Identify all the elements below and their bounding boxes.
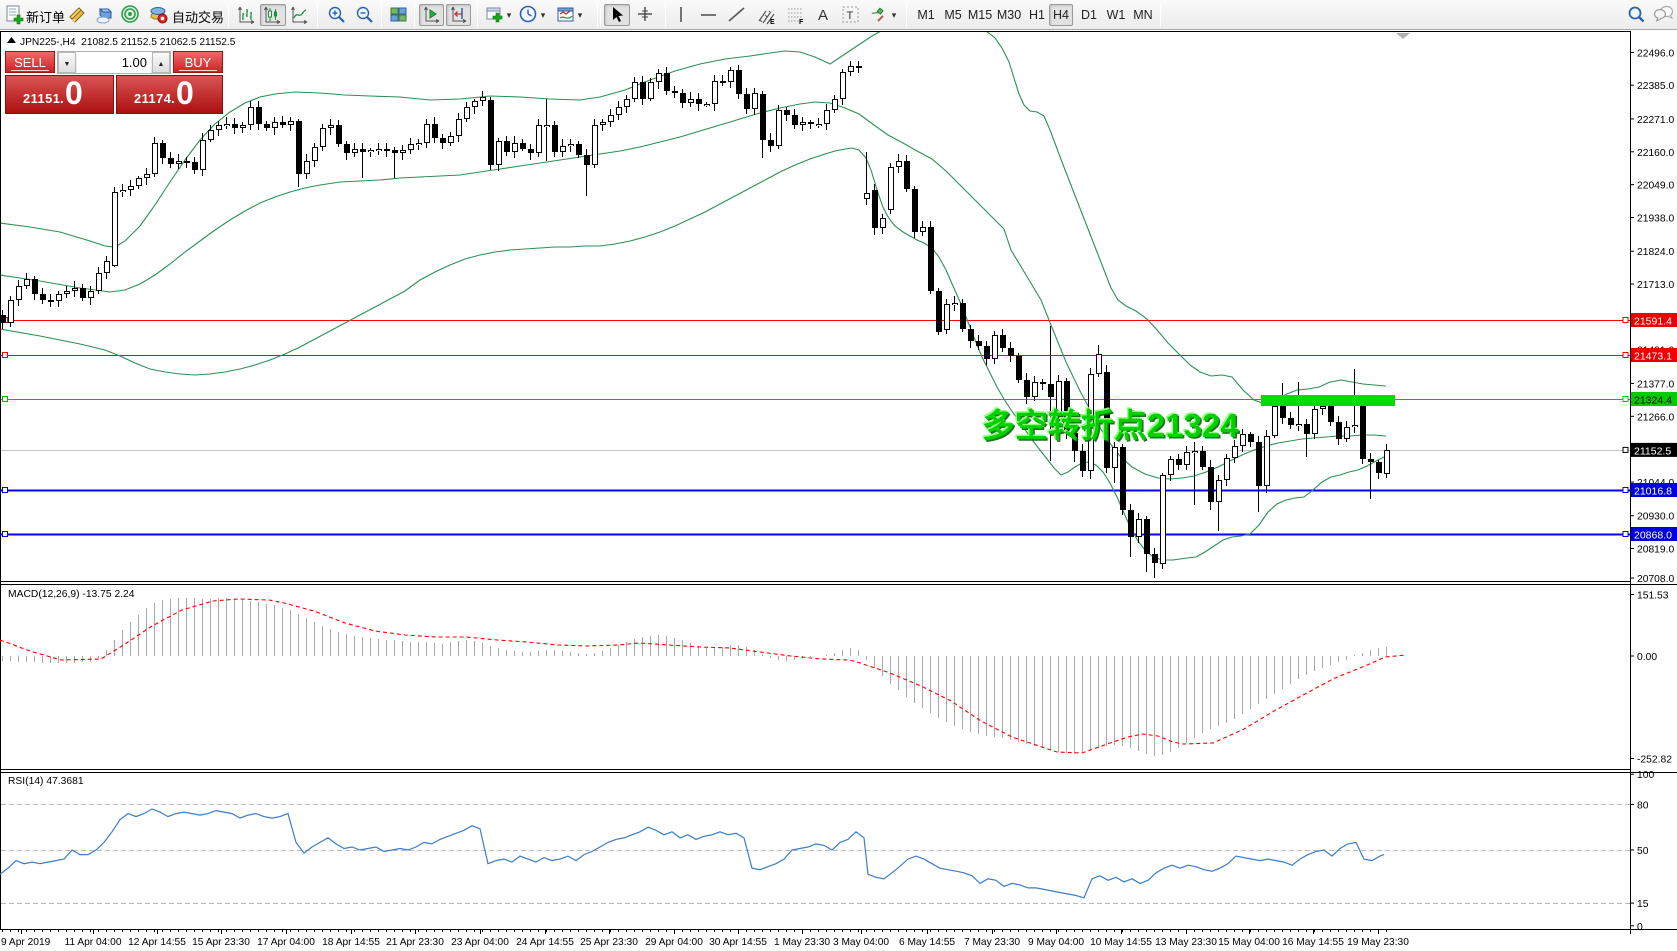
svg-text:-252.82: -252.82 xyxy=(1637,755,1672,766)
svg-text:22385.0: 22385.0 xyxy=(1637,81,1674,92)
svg-text:16 May 14:55: 16 May 14:55 xyxy=(1282,937,1344,948)
svg-text:21152.5: 21152.5 xyxy=(1634,445,1671,457)
svg-text:0.00: 0.00 xyxy=(1637,652,1657,663)
svg-text:JPN225-,H4 21082.5 21152.5 21: JPN225-,H4 21082.5 21152.5 21062.5 21152… xyxy=(20,37,236,48)
svg-text:24 Apr 14:55: 24 Apr 14:55 xyxy=(516,937,574,948)
svg-text:22271.0: 22271.0 xyxy=(1637,115,1674,126)
svg-text:19 May 23:30: 19 May 23:30 xyxy=(1347,937,1409,948)
svg-text:17 Apr 04:00: 17 Apr 04:00 xyxy=(257,937,315,948)
svg-text:10 May 14:55: 10 May 14:55 xyxy=(1090,937,1152,948)
svg-text:1 May 23:30: 1 May 23:30 xyxy=(774,937,830,948)
svg-text:E: E xyxy=(770,19,775,25)
svg-text:T: T xyxy=(847,10,854,22)
svg-text:21016.8: 21016.8 xyxy=(1634,486,1672,498)
svg-text:多空转折点21324: 多空转折点21324 xyxy=(984,409,1241,446)
svg-text:MACD(12,26,9) -13.75 2.24: MACD(12,26,9) -13.75 2.24 xyxy=(8,589,135,600)
svg-text:21824.0: 21824.0 xyxy=(1637,247,1674,258)
svg-text:3 May 04:00: 3 May 04:00 xyxy=(833,937,889,948)
svg-text:23 Apr 04:00: 23 Apr 04:00 xyxy=(451,937,509,948)
svg-text:12 Apr 14:55: 12 Apr 14:55 xyxy=(128,937,186,948)
svg-text:0: 0 xyxy=(1637,922,1643,933)
svg-text:21 Apr 23:30: 21 Apr 23:30 xyxy=(386,937,444,948)
svg-text:100: 100 xyxy=(1637,770,1654,781)
svg-text:11 Apr 04:00: 11 Apr 04:00 xyxy=(64,937,121,948)
svg-text:20819.0: 20819.0 xyxy=(1637,545,1674,556)
svg-text:多空转折点21324: 多空转折点21324 xyxy=(981,406,1238,443)
svg-text:9 Apr 2019: 9 Apr 2019 xyxy=(1,937,51,948)
svg-text:多空转折点21324: 多空转折点21324 xyxy=(982,407,1239,444)
svg-text:21377.0: 21377.0 xyxy=(1637,379,1674,390)
svg-text:9 May 04:00: 9 May 04:00 xyxy=(1028,937,1084,948)
svg-text:20868.0: 20868.0 xyxy=(1634,530,1672,542)
svg-text:25 Apr 23:30: 25 Apr 23:30 xyxy=(580,937,638,948)
svg-text:6 May 14:55: 6 May 14:55 xyxy=(899,937,955,948)
svg-text:20930.0: 20930.0 xyxy=(1637,512,1674,523)
svg-text:21713.0: 21713.0 xyxy=(1637,280,1674,291)
svg-text:21591.4: 21591.4 xyxy=(1634,316,1672,328)
svg-text:15: 15 xyxy=(1637,899,1649,910)
svg-text:13 May 23:30: 13 May 23:30 xyxy=(1155,937,1217,948)
svg-text:21324.4: 21324.4 xyxy=(1634,395,1672,407)
svg-text:22160.0: 22160.0 xyxy=(1637,148,1674,159)
svg-text:15 May 04:00: 15 May 04:00 xyxy=(1218,937,1280,948)
svg-text:22049.0: 22049.0 xyxy=(1637,181,1674,192)
svg-text:50: 50 xyxy=(1637,846,1649,857)
svg-text:29 Apr 04:00: 29 Apr 04:00 xyxy=(645,937,703,948)
svg-text:20708.0: 20708.0 xyxy=(1637,574,1674,585)
svg-text:80: 80 xyxy=(1637,801,1649,812)
svg-text:F: F xyxy=(799,19,804,25)
svg-text:21266.0: 21266.0 xyxy=(1637,412,1674,423)
svg-text:22496.0: 22496.0 xyxy=(1637,48,1674,59)
svg-text:21473.1: 21473.1 xyxy=(1634,351,1672,363)
svg-text:30 Apr 14:55: 30 Apr 14:55 xyxy=(709,937,767,948)
svg-text:18 Apr 14:55: 18 Apr 14:55 xyxy=(322,937,380,948)
svg-text:21938.0: 21938.0 xyxy=(1637,214,1674,225)
svg-text:15 Apr 23:30: 15 Apr 23:30 xyxy=(192,937,250,948)
svg-text:RSI(14) 47.3681: RSI(14) 47.3681 xyxy=(8,776,84,787)
svg-text:7 May 23:30: 7 May 23:30 xyxy=(964,937,1020,948)
svg-text:151.53: 151.53 xyxy=(1637,591,1669,602)
